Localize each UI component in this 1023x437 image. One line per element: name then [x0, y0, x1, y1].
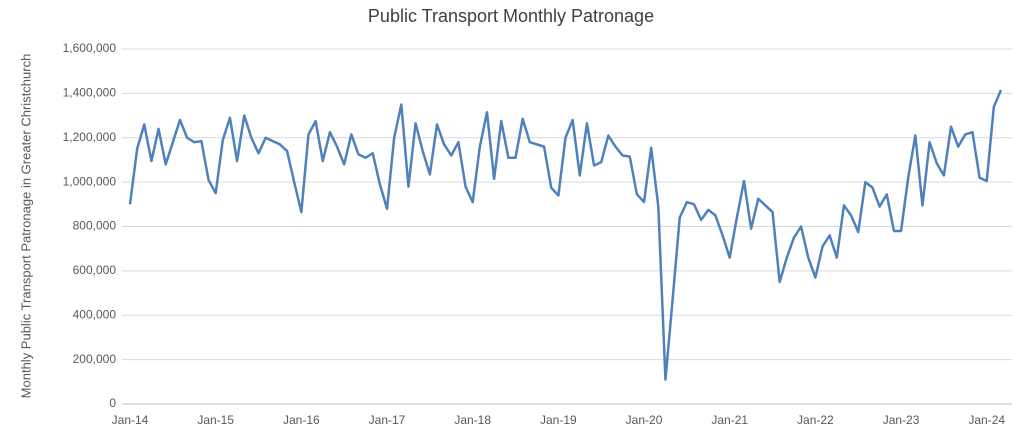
y-tick-label: 0 [109, 396, 116, 410]
y-tick-label: 1,400,000 [63, 86, 117, 100]
y-tick-label: 600,000 [73, 263, 117, 277]
x-tick-label: Jan-21 [711, 413, 748, 427]
x-tick-label: Jan-14 [112, 413, 149, 427]
line-series [128, 89, 1003, 381]
x-tick-label: Jan-19 [540, 413, 577, 427]
x-tick-label: Jan-15 [197, 413, 234, 427]
y-axis-label: Monthly Public Transport Patronage in Gr… [18, 54, 33, 399]
y-tick-label: 800,000 [73, 219, 117, 233]
chart-title: Public Transport Monthly Patronage [368, 6, 654, 26]
x-tick-label: Jan-20 [626, 413, 663, 427]
y-tick-label: 1,000,000 [63, 174, 117, 188]
x-tick-label: Jan-23 [883, 413, 920, 427]
x-tick-label: Jan-18 [454, 413, 491, 427]
x-tick-label: Jan-24 [968, 413, 1005, 427]
x-tick-label: Jan-17 [369, 413, 406, 427]
y-tick-label: 1,600,000 [63, 41, 117, 55]
y-tick-label: 200,000 [73, 352, 117, 366]
y-tick-label: 400,000 [73, 307, 117, 321]
x-tick-label: Jan-22 [797, 413, 834, 427]
x-tick-label: Jan-16 [283, 413, 320, 427]
y-tick-label: 1,200,000 [63, 130, 117, 144]
